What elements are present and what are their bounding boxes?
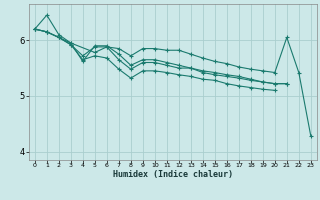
X-axis label: Humidex (Indice chaleur): Humidex (Indice chaleur) (113, 170, 233, 179)
